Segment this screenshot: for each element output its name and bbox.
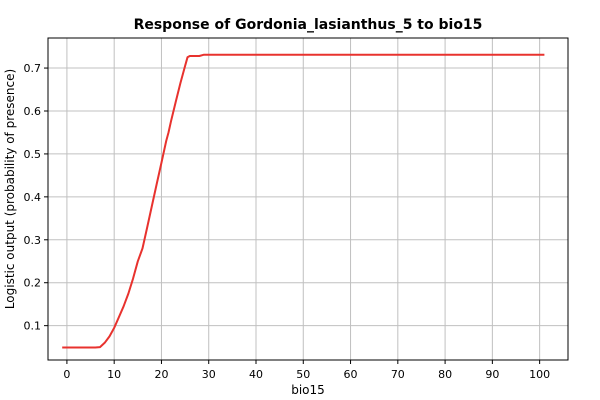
x-tick-label: 0: [63, 368, 70, 381]
series-layer: [62, 53, 545, 349]
y-tick-label: 0.7: [24, 62, 42, 75]
x-tick-label: 10: [107, 368, 121, 381]
x-axis-label: bio15: [291, 383, 325, 397]
y-tick-label: 0.2: [24, 277, 42, 290]
plot-area-frame: [47, 37, 569, 361]
x-tick-label: 80: [438, 368, 452, 381]
y-tick-label: 0.3: [24, 234, 42, 247]
chart-title: Response of Gordonia_lasianthus_5 to bio…: [134, 17, 483, 33]
axis-ticks: 0 10 20 30 40 50 60 70 80 90 100 0.1 0.2 0.3 0.4 0.5 0.6…: [24, 62, 551, 381]
grid: [48, 38, 568, 360]
x-tick-label: 30: [202, 368, 216, 381]
x-tick-label: 100: [529, 368, 550, 381]
y-tick-label: 0.6: [24, 105, 42, 118]
y-tick-label: 0.1: [24, 320, 42, 333]
y-axis-label: Logistic output (probability of presence…: [3, 69, 17, 309]
x-tick-label: 60: [344, 368, 358, 381]
y-tick-label: 0.5: [24, 148, 42, 161]
x-tick-label: 50: [296, 368, 310, 381]
x-tick-label: 20: [154, 368, 168, 381]
x-tick-label: 40: [249, 368, 263, 381]
response-curve: [62, 53, 545, 349]
x-tick-label: 90: [485, 368, 499, 381]
y-tick-label: 0.4: [24, 191, 42, 204]
x-tick-label: 70: [391, 368, 405, 381]
